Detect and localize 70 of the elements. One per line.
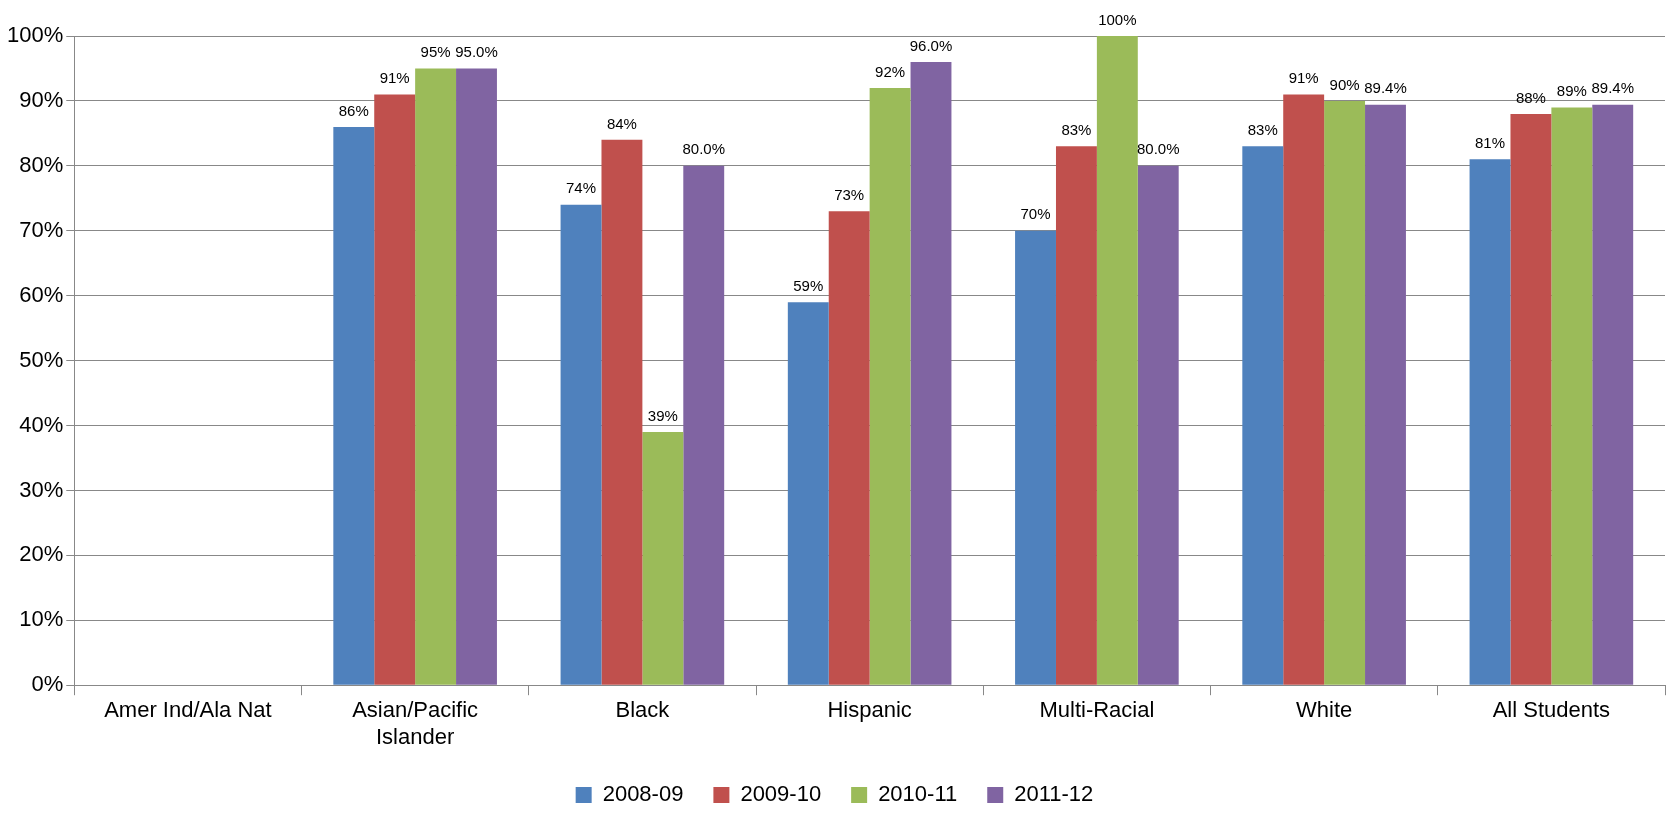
bar <box>683 165 725 685</box>
data-label: 88% <box>1515 88 1546 106</box>
x-tick-label: White <box>1296 697 1353 723</box>
data-label: 89.4% <box>1591 79 1635 97</box>
bar <box>1324 100 1366 685</box>
data-label: 86% <box>338 101 369 119</box>
bar <box>828 211 870 685</box>
bar <box>1592 104 1634 685</box>
x-tick-label: Asian/Pacific Islander <box>352 697 479 749</box>
bar <box>1551 107 1593 685</box>
data-label: 96.0% <box>909 36 953 54</box>
bar <box>869 87 911 685</box>
data-label: 91% <box>379 69 410 87</box>
bar <box>1283 94 1325 685</box>
x-tick-label: All Students <box>1492 697 1611 723</box>
data-label: 95.0% <box>455 43 498 61</box>
data-label: 89% <box>1556 82 1587 100</box>
bar <box>333 126 375 685</box>
y-tick-label: 90% <box>19 86 64 112</box>
x-tick-label: Amer Ind/Ala Nat <box>104 697 272 723</box>
x-tick-label: Black <box>615 697 671 723</box>
bar <box>642 432 684 685</box>
bar <box>560 204 602 685</box>
data-label: 89.4% <box>1364 79 1407 97</box>
data-label: 100% <box>1098 10 1137 28</box>
data-label: 95% <box>420 43 451 61</box>
data-label: 90% <box>1329 75 1360 93</box>
data-label: 80.0% <box>682 140 726 158</box>
bar <box>601 139 643 685</box>
data-label: 73% <box>834 185 865 203</box>
y-tick-label: 10% <box>19 606 64 632</box>
data-label: 80.0% <box>1136 140 1180 158</box>
data-label: 70% <box>1020 205 1051 223</box>
bar <box>1015 230 1056 685</box>
data-label: 74% <box>566 179 597 197</box>
bar <box>1137 165 1179 685</box>
data-label: 84% <box>606 114 637 132</box>
y-tick-label: 30% <box>19 476 64 502</box>
legend-label: 2011-12 <box>1014 781 1094 807</box>
data-label: 83% <box>1061 121 1092 138</box>
legend-label: 2010-11 <box>878 781 958 807</box>
bar <box>415 68 457 685</box>
bar <box>1242 146 1284 685</box>
x-tick-label: Hispanic <box>827 697 912 723</box>
bar <box>1096 36 1138 685</box>
legend-label: 2009-10 <box>740 781 822 807</box>
data-label: 59% <box>793 276 824 294</box>
bar <box>910 61 952 685</box>
data-label: 92% <box>875 62 906 80</box>
y-tick-label: 20% <box>19 541 64 567</box>
y-tick-label: 60% <box>19 281 64 307</box>
bar <box>1510 113 1552 685</box>
y-tick-label: 70% <box>19 216 64 242</box>
x-tick-label: Multi-Racial <box>1039 697 1155 723</box>
bar <box>374 94 416 685</box>
data-label: 39% <box>647 406 678 424</box>
legend-label: 2008-09 <box>602 781 684 807</box>
data-label: 83% <box>1247 121 1278 138</box>
bar <box>787 302 829 685</box>
y-tick-label: 100% <box>6 22 64 48</box>
data-label: 81% <box>1475 133 1506 151</box>
y-tick-label: 40% <box>19 411 64 437</box>
bar <box>1469 159 1511 685</box>
data-label: 91% <box>1288 69 1319 87</box>
bar <box>1365 104 1406 685</box>
y-tick-label: 80% <box>19 151 64 177</box>
y-tick-label: 0% <box>31 671 64 697</box>
bar <box>1055 146 1097 685</box>
bar <box>456 68 497 685</box>
y-tick-label: 50% <box>19 346 64 372</box>
